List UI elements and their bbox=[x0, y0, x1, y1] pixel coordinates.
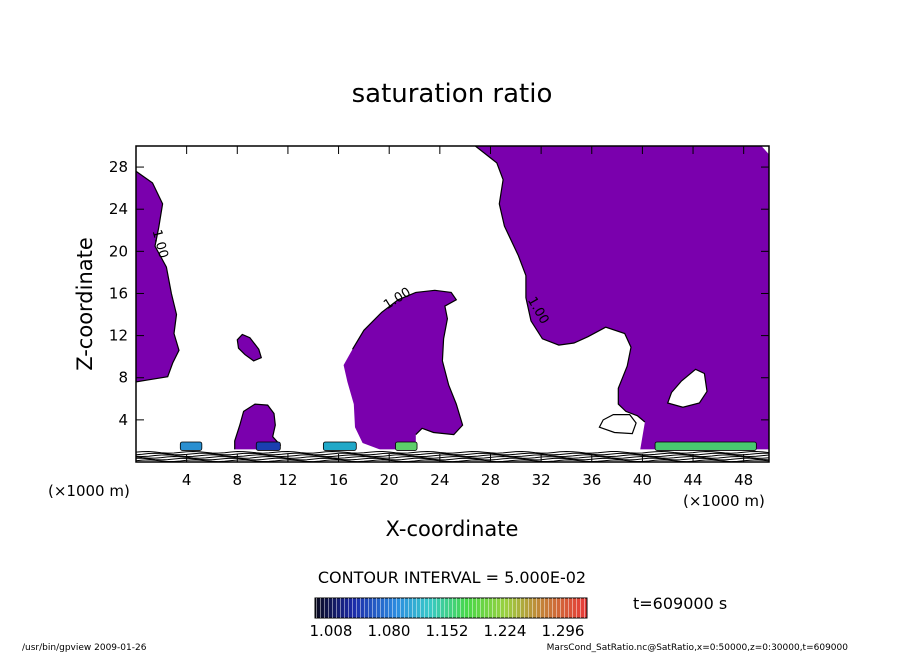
y-tick-label: 24 bbox=[109, 200, 128, 218]
colorbar-ticks: 1.008 1.080 1.152 1.224 1.296 bbox=[310, 622, 585, 640]
x-tick-label: 36 bbox=[582, 471, 601, 489]
plume-contour bbox=[351, 289, 464, 436]
surface-contour-line bbox=[136, 454, 769, 458]
x-tick-label: 20 bbox=[380, 471, 399, 489]
colorbar-stripes bbox=[315, 598, 587, 618]
surface-layer bbox=[136, 441, 769, 462]
contour-lines bbox=[136, 146, 646, 453]
x-tick-label: 44 bbox=[683, 471, 702, 489]
y-tick-label: 16 bbox=[109, 284, 128, 302]
y-tick-label: 20 bbox=[109, 242, 128, 260]
x-unit-label-left: (×1000 m) bbox=[48, 482, 130, 500]
label-left: 1.00 bbox=[149, 228, 171, 260]
left-edge-region bbox=[136, 171, 179, 382]
small-blob-region bbox=[237, 334, 262, 361]
small-bump-region bbox=[234, 404, 281, 452]
left-contour bbox=[136, 170, 180, 383]
patch-4km bbox=[179, 441, 203, 451]
patch-9km bbox=[255, 441, 281, 451]
colorbar-tick-label: 1.296 bbox=[542, 622, 585, 640]
surface-contour-line bbox=[136, 450, 769, 454]
filled-regions bbox=[136, 146, 769, 452]
center-plume-region bbox=[343, 290, 463, 452]
right-big-region bbox=[475, 146, 769, 452]
x-tick-label: 12 bbox=[278, 471, 297, 489]
plot-area: 1.001.00 1.00 bbox=[136, 146, 769, 462]
small-blob-region-outline bbox=[236, 333, 263, 362]
patch-44km bbox=[654, 441, 757, 451]
colorbar-tick-label: 1.152 bbox=[426, 622, 469, 640]
region-holes bbox=[598, 368, 708, 435]
time-label: t=609000 s bbox=[633, 594, 727, 613]
x-tick-label: 16 bbox=[329, 471, 348, 489]
colorbar-tick-label: 1.224 bbox=[484, 622, 527, 640]
x-tick-label: 8 bbox=[233, 471, 243, 489]
x-tick-label: 32 bbox=[532, 471, 551, 489]
y-tick-label: 4 bbox=[118, 411, 128, 429]
x-tick-label: 24 bbox=[430, 471, 449, 489]
footer-left: /usr/bin/gpview 2009-01-26 bbox=[22, 643, 147, 653]
right-contour bbox=[474, 146, 646, 423]
x-axis-label: X-coordinate bbox=[386, 517, 519, 541]
x-unit-label-right: (×1000 m) bbox=[683, 492, 765, 510]
contour-interval-text: CONTOUR INTERVAL = 5.000E-02 bbox=[318, 568, 586, 587]
x-tick-label: 28 bbox=[481, 471, 500, 489]
hole-1 bbox=[598, 414, 637, 435]
x-tick-label: 48 bbox=[734, 471, 753, 489]
patch-21km bbox=[395, 441, 418, 451]
surface-contour-line bbox=[136, 457, 769, 461]
y-axis-ticks: 4 8 12 16 20 24 28 bbox=[109, 158, 769, 429]
x-tick-label: 40 bbox=[633, 471, 652, 489]
contour-labels: 1.001.00 1.00 bbox=[149, 228, 552, 327]
colorbar-tick-label: 1.008 bbox=[310, 622, 353, 640]
x-tick-label: 4 bbox=[182, 471, 192, 489]
surface-contour-line bbox=[136, 455, 769, 459]
colorbar-tick-label: 1.080 bbox=[368, 622, 411, 640]
chart-title: saturation ratio bbox=[352, 79, 553, 109]
y-tick-label: 12 bbox=[109, 327, 128, 345]
y-tick-label: 28 bbox=[109, 158, 128, 176]
plot-frame bbox=[135, 145, 770, 463]
hole-2 bbox=[666, 368, 708, 408]
surface-contour-line bbox=[136, 452, 769, 456]
y-axis-label: Z-coordinate bbox=[73, 237, 97, 371]
footer-right: MarsCond_SatRatio.nc@SatRatio,x=0:50000,… bbox=[547, 643, 849, 653]
x-axis-ticks: 4 8 12 16 20 24 28 32 36 40 44 48 bbox=[182, 146, 753, 489]
patch-15km bbox=[322, 441, 357, 451]
y-tick-label: 8 bbox=[118, 369, 128, 387]
